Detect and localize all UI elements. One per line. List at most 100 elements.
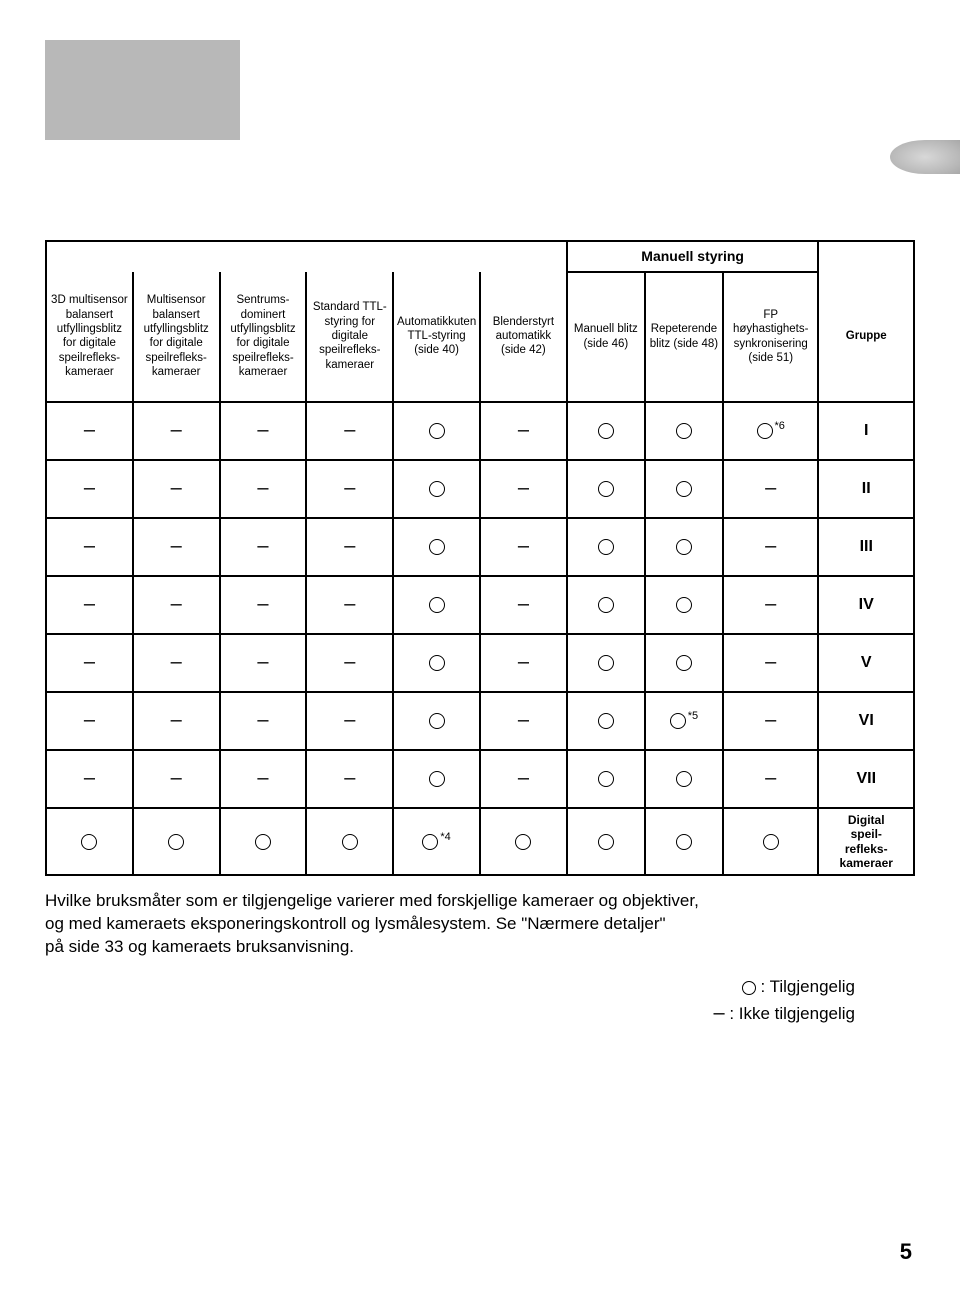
table-cell: – <box>220 692 307 750</box>
table-cell: – <box>133 750 220 808</box>
table-body: –––––*6I––––––II––––––III––––––IV––––––V… <box>46 402 914 876</box>
table-cell <box>393 460 480 518</box>
gruppe-header-empty <box>818 241 914 272</box>
table-cell: – <box>133 634 220 692</box>
table-cell: – <box>220 402 307 460</box>
page-number: 5 <box>900 1239 912 1265</box>
legend-circle-icon <box>742 981 756 995</box>
table-cell <box>567 634 645 692</box>
table-cell: *6 <box>723 402 818 460</box>
table-cell <box>393 402 480 460</box>
table-cell <box>645 402 723 460</box>
table-cell: – <box>306 750 393 808</box>
gruppe-label: Gruppe <box>821 329 911 343</box>
table-cell: – <box>723 750 818 808</box>
table-cell: – <box>723 460 818 518</box>
table-cell: – <box>480 750 567 808</box>
header-gray-block <box>45 40 240 140</box>
gruppe-cell: Digitalspeil-refleks-kameraer <box>818 808 914 876</box>
table-cell: – <box>723 576 818 634</box>
table-cell <box>567 402 645 460</box>
table-cell: – <box>723 518 818 576</box>
table-cell <box>393 750 480 808</box>
table-cell: – <box>133 692 220 750</box>
table-cell <box>567 518 645 576</box>
empty-header-span <box>46 241 567 272</box>
notes-block: Hvilke bruksmåter som er tilgjengelige v… <box>45 890 915 959</box>
table-cell: – <box>480 692 567 750</box>
table-cell <box>133 808 220 876</box>
gruppe-cell: III <box>818 518 914 576</box>
table-cell: – <box>133 576 220 634</box>
table-cell: – <box>306 402 393 460</box>
gruppe-cell: V <box>818 634 914 692</box>
table-row: ––––––V <box>46 634 914 692</box>
manuell-styring-header: Manuell styring <box>567 241 819 272</box>
side-tab-oval <box>890 140 960 174</box>
table-cell <box>480 808 567 876</box>
table-cell: – <box>220 518 307 576</box>
table-cell: – <box>306 576 393 634</box>
table-cell: – <box>46 634 133 692</box>
table-cell <box>567 692 645 750</box>
table-cell: – <box>220 750 307 808</box>
table-cell <box>567 576 645 634</box>
col-4: Automatikkuten TTL-styring (side 40) <box>393 272 480 402</box>
table-cell: – <box>133 402 220 460</box>
col-2: Sentrums-dominert utfyllingsblitz for di… <box>220 272 307 402</box>
table-cell: – <box>220 460 307 518</box>
table-cell <box>723 808 818 876</box>
notes-line2: og med kameraets eksponeringskontroll og… <box>45 914 666 933</box>
table-cell <box>645 750 723 808</box>
notes-line3: på side 33 og kameraets bruksanvisning. <box>45 937 354 956</box>
table-cell <box>46 808 133 876</box>
column-header-row: 3D multisensor balansert utfyllingsblitz… <box>46 272 914 402</box>
table-cell: – <box>46 402 133 460</box>
col-3: Standard TTL-styring for digitale speilr… <box>306 272 393 402</box>
table-cell: *5 <box>645 692 723 750</box>
table-row: ––––––III <box>46 518 914 576</box>
col-6: Manuell blitz (side 46) <box>567 272 645 402</box>
col-7: Repeterende blitz (side 48) <box>645 272 723 402</box>
table-cell: – <box>46 692 133 750</box>
table-cell <box>567 460 645 518</box>
col-0: 3D multisensor balansert utfyllingsblitz… <box>46 272 133 402</box>
group-header-row: Manuell styring <box>46 241 914 272</box>
table-cell <box>567 808 645 876</box>
table-cell: – <box>220 634 307 692</box>
table-cell <box>645 576 723 634</box>
col-1: Multisensor balansert utfyllingsblitz fo… <box>133 272 220 402</box>
table-cell <box>393 634 480 692</box>
gruppe-cell: II <box>818 460 914 518</box>
main-content: Manuell styring 3D multisensor balansert… <box>45 240 915 1028</box>
table-cell: – <box>480 460 567 518</box>
table-cell: – <box>46 460 133 518</box>
table-cell <box>306 808 393 876</box>
table-cell: – <box>480 402 567 460</box>
table-cell <box>645 808 723 876</box>
table-row: –––––*6I <box>46 402 914 460</box>
table-cell <box>645 518 723 576</box>
table-cell: – <box>480 634 567 692</box>
table-row: ––––––II <box>46 460 914 518</box>
table-cell <box>567 750 645 808</box>
table-cell: – <box>46 576 133 634</box>
compatibility-table: Manuell styring 3D multisensor balansert… <box>45 240 915 876</box>
table-cell: – <box>480 576 567 634</box>
gruppe-cell: VII <box>818 750 914 808</box>
table-cell <box>393 576 480 634</box>
table-cell: – <box>306 692 393 750</box>
col-5: Blenderstyrt automatikk (side 42) <box>480 272 567 402</box>
legend-available: : Tilgjengelig <box>760 977 855 996</box>
legend-block: : Tilgjengelig – : Ikke tilgjengelig <box>45 973 915 1027</box>
table-cell: – <box>46 518 133 576</box>
legend-not-available: : Ikke tilgjengelig <box>729 1004 855 1023</box>
legend-dash-icon: – <box>713 1002 724 1024</box>
col-9: Gruppe <box>818 272 914 402</box>
table-cell: *4 <box>393 808 480 876</box>
table-cell <box>645 460 723 518</box>
table-cell: – <box>46 750 133 808</box>
table-cell: – <box>306 460 393 518</box>
table-cell: – <box>133 460 220 518</box>
table-cell: – <box>133 518 220 576</box>
